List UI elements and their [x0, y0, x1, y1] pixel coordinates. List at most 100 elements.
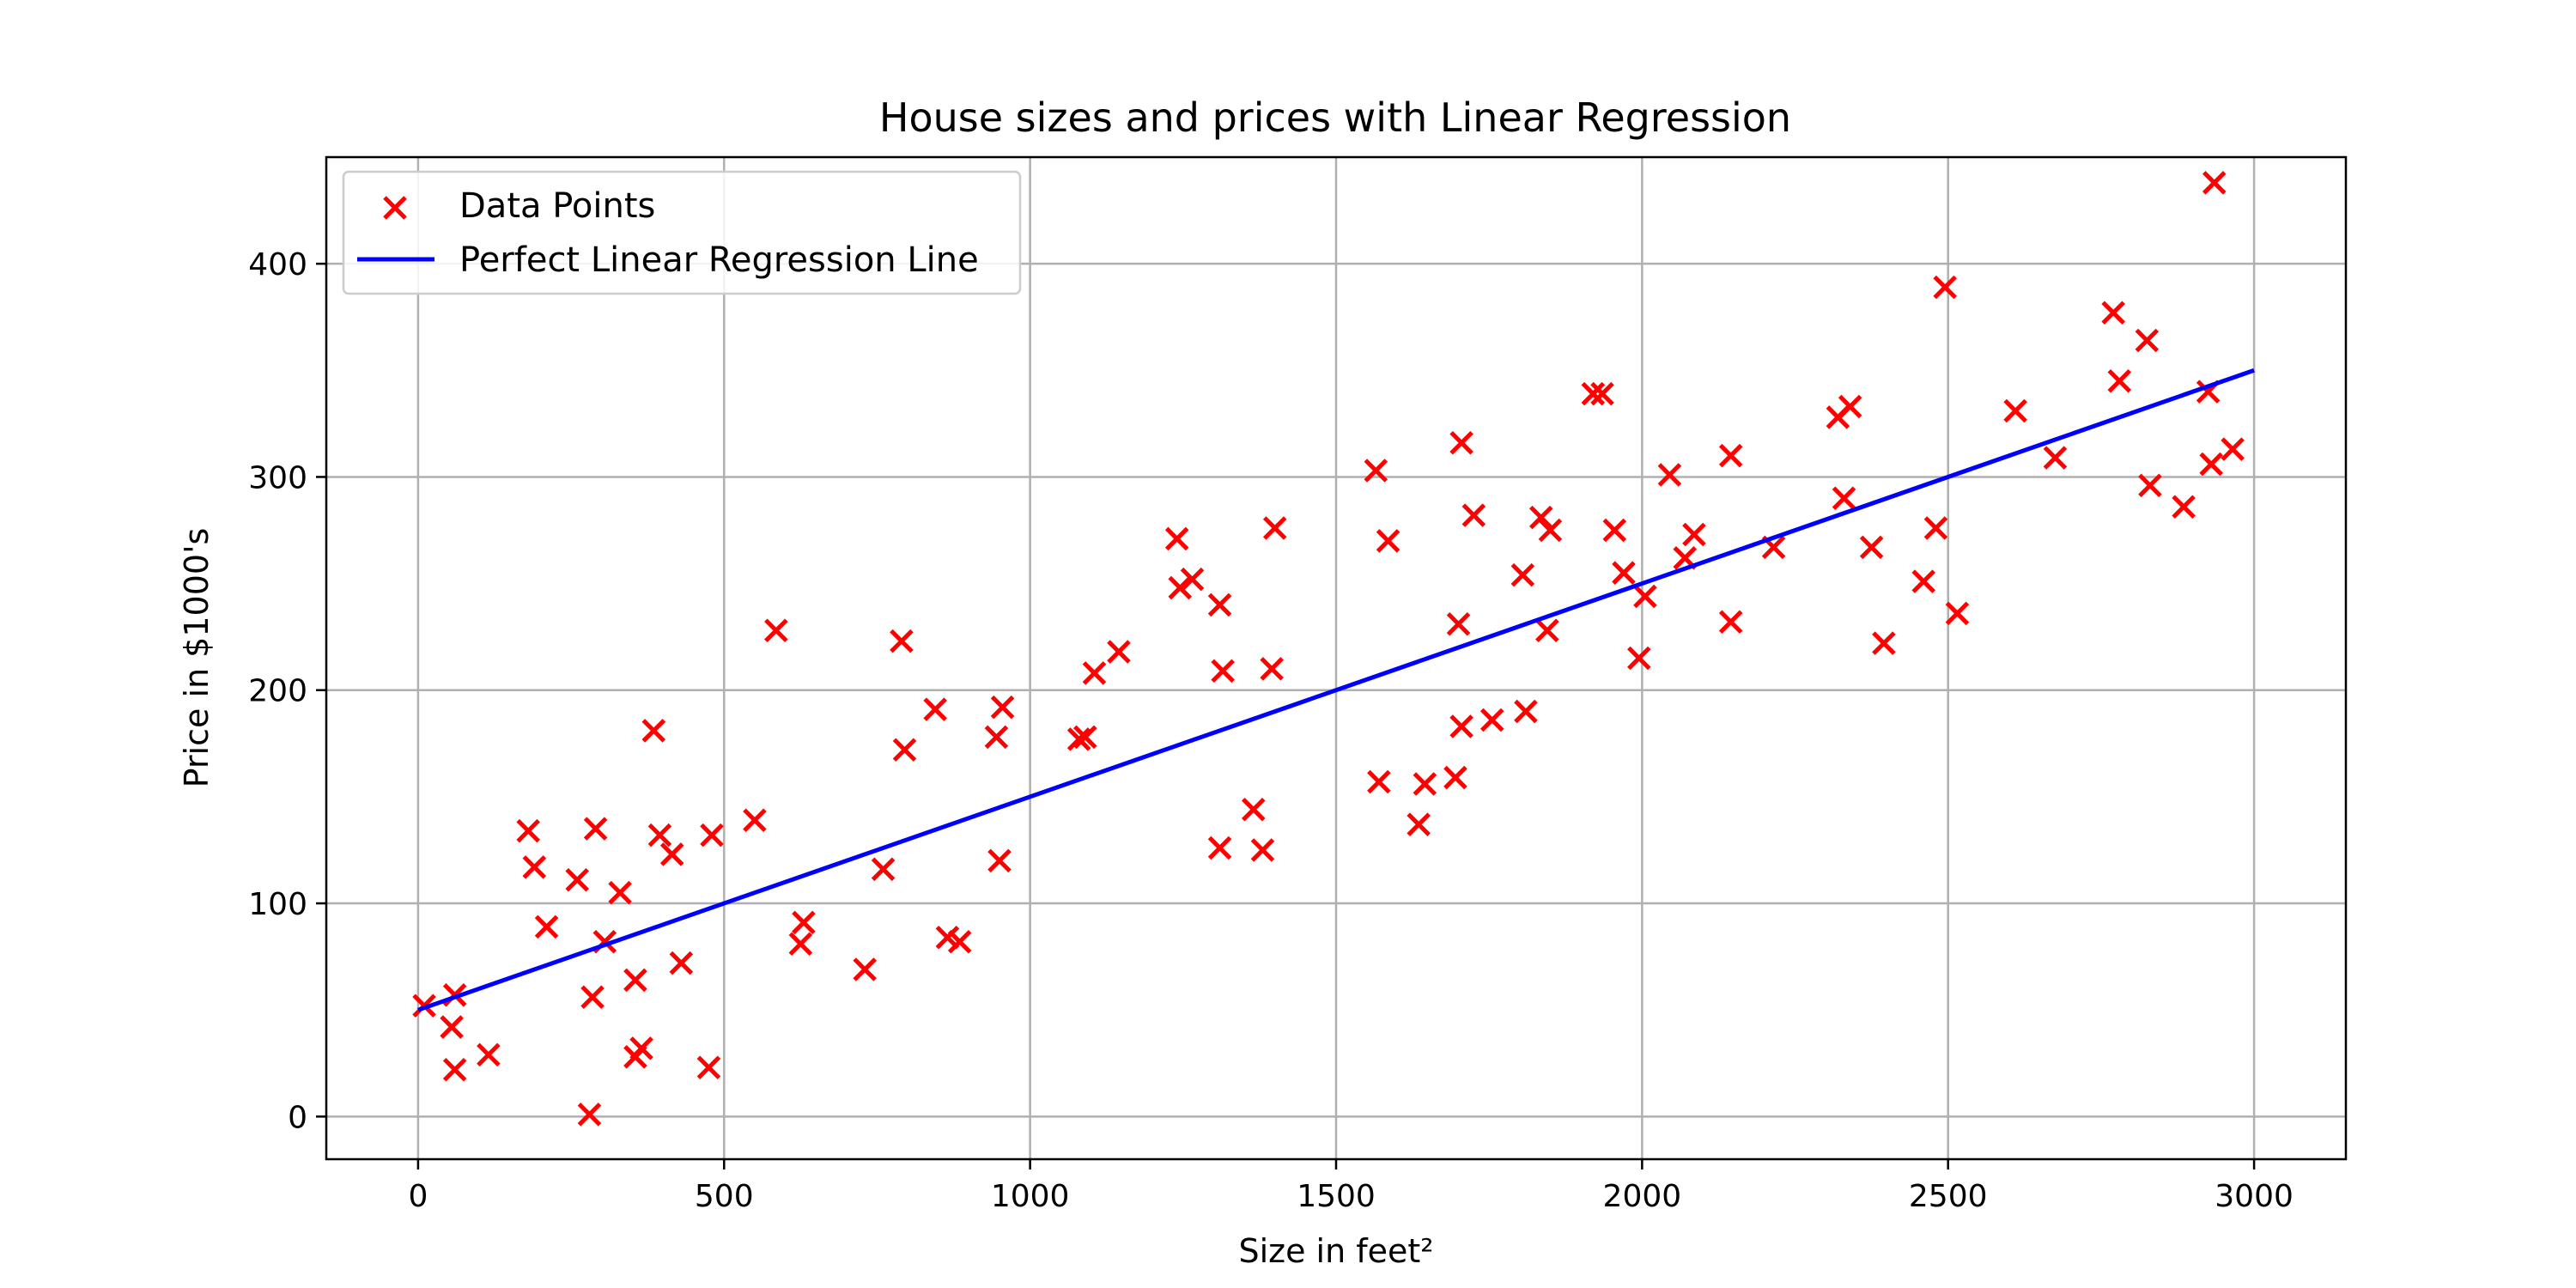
data-point	[2221, 437, 2245, 461]
grid-lines	[326, 157, 2346, 1159]
legend-label-data-points: Data Points	[459, 186, 655, 226]
data-point	[788, 932, 813, 956]
data-point	[1682, 522, 1706, 547]
data-point	[1242, 798, 1266, 822]
y-tick-label: 400	[248, 247, 307, 283]
data-point	[1164, 526, 1189, 551]
data-point	[1590, 381, 1614, 406]
x-tick-label: 500	[695, 1179, 754, 1214]
data-point	[1211, 659, 1235, 683]
data-point	[1260, 657, 1284, 681]
data-point	[1633, 584, 1657, 609]
data-point	[1082, 661, 1107, 685]
data-point	[764, 618, 788, 642]
data-point	[1376, 529, 1400, 553]
plot-area	[412, 171, 2255, 1127]
data-point	[1449, 714, 1473, 738]
data-point	[2003, 398, 2027, 423]
legend-label-regression-line: Perfect Linear Regression Line	[459, 240, 979, 280]
data-point	[1627, 646, 1651, 671]
data-point	[1612, 561, 1636, 585]
data-point	[1367, 769, 1391, 794]
x-tick-label: 1500	[1297, 1179, 1376, 1214]
data-point	[871, 857, 896, 882]
data-point	[947, 929, 972, 954]
data-point	[641, 719, 666, 743]
data-point	[1859, 535, 1884, 560]
x-axis-label: Size in feet²	[1238, 1232, 1433, 1270]
data-point	[990, 695, 1015, 720]
data-point	[623, 968, 647, 993]
data-point	[1832, 486, 1856, 511]
x-tick-label: 2000	[1603, 1179, 1682, 1214]
data-point	[2043, 446, 2068, 470]
data-point	[1107, 640, 1131, 664]
data-point	[890, 629, 914, 653]
data-point	[1364, 459, 1388, 483]
data-point	[987, 848, 1012, 873]
data-point	[2202, 171, 2227, 195]
y-tick-label: 0	[288, 1100, 307, 1135]
data-point	[1514, 699, 1538, 724]
data-point	[1413, 772, 1437, 796]
data-point	[1449, 430, 1473, 455]
data-point	[669, 951, 694, 975]
data-point	[2138, 473, 2162, 498]
data-point	[1180, 567, 1205, 592]
data-point	[629, 1036, 653, 1060]
data-point	[1538, 518, 1563, 543]
y-tick-label: 200	[248, 674, 307, 709]
data-point	[1066, 727, 1091, 751]
x-tick-label: 0	[408, 1179, 428, 1214]
data-point	[1535, 618, 1559, 642]
data-point	[1945, 601, 1970, 626]
data-point	[1838, 394, 1862, 419]
data-point	[534, 914, 559, 939]
data-point	[440, 1015, 464, 1039]
y-axis-label: Price in $1000's	[178, 528, 216, 788]
data-point	[696, 1055, 721, 1079]
data-point	[1602, 518, 1627, 543]
data-point	[659, 842, 684, 866]
legend-box	[342, 170, 1022, 295]
data-point	[1250, 838, 1275, 862]
legend-marker-data-points	[383, 196, 407, 220]
data-point	[1446, 612, 1471, 636]
legend: Data Points Perfect Linear Regression Li…	[342, 170, 1022, 295]
data-point	[1479, 708, 1504, 732]
data-point	[2172, 495, 2196, 519]
data-point	[1073, 725, 1097, 750]
data-point	[1581, 381, 1606, 406]
y-tick-label: 100	[248, 887, 307, 922]
data-point	[792, 910, 816, 935]
data-point	[1443, 765, 1467, 790]
data-point	[1207, 835, 1232, 860]
data-point	[1933, 275, 1957, 300]
data-point	[984, 725, 1009, 750]
chart-title: House sizes and prices with Linear Regre…	[879, 94, 1791, 141]
data-point	[2107, 368, 2132, 393]
data-point	[1718, 443, 1743, 468]
x-tick-label: 2500	[1909, 1179, 1988, 1214]
data-point	[577, 1103, 602, 1127]
data-point	[522, 855, 547, 879]
data-point	[1510, 562, 1535, 587]
regression-line	[417, 368, 2255, 1012]
data-point	[1911, 569, 1935, 593]
plot-frame	[325, 155, 2348, 1161]
x-tick-label: 3000	[2215, 1179, 2293, 1214]
data-point	[1872, 631, 1896, 655]
data-point	[608, 880, 632, 905]
data-point	[1657, 463, 1682, 487]
data-point	[2135, 328, 2160, 353]
data-point	[565, 867, 589, 892]
data-point	[442, 1057, 467, 1082]
data-point	[516, 818, 540, 843]
data-point	[1461, 503, 1486, 527]
data-point	[1923, 516, 1948, 540]
data-point	[892, 738, 917, 762]
axis-ticks: 0 500 1000 1500 2000 2500 3000 0 100 200 300 400	[248, 247, 2293, 1214]
data-point	[1262, 516, 1287, 540]
data-point	[743, 808, 767, 832]
